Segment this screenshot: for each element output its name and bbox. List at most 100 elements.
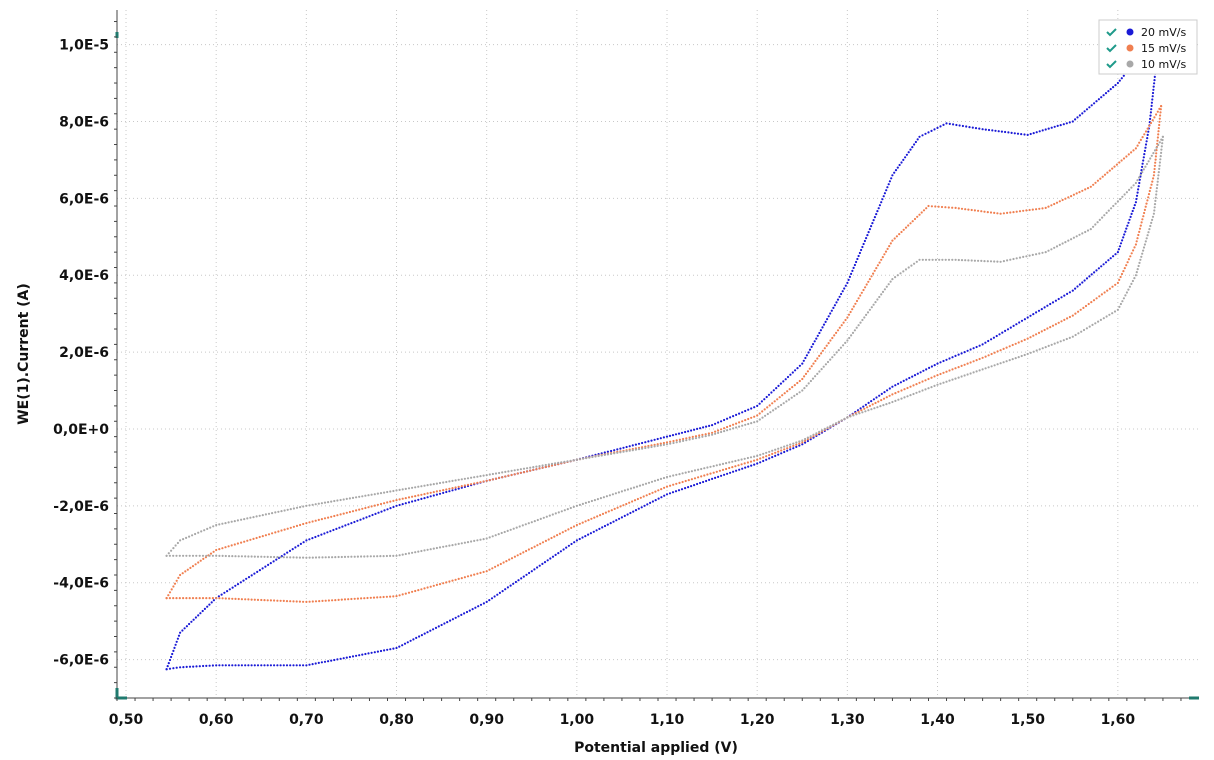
- data-point: [389, 490, 392, 493]
- data-point: [182, 554, 185, 557]
- data-point: [971, 126, 974, 129]
- data-point: [607, 510, 610, 513]
- data-point: [432, 483, 435, 486]
- data-point: [818, 430, 821, 433]
- data-point: [718, 463, 722, 466]
- data-point: [353, 520, 356, 524]
- data-point: [882, 397, 886, 400]
- data-point: [177, 634, 181, 637]
- data-point: [795, 445, 798, 448]
- data-point: [451, 618, 454, 621]
- legend-item[interactable]: 10 mV/s: [1106, 58, 1186, 71]
- data-point: [708, 478, 711, 481]
- data-point: [348, 497, 351, 500]
- data-point: [1159, 114, 1162, 117]
- data-point: [195, 554, 198, 557]
- data-point: [786, 449, 789, 452]
- data-point: [891, 174, 894, 177]
- data-point: [866, 406, 869, 409]
- data-point: [244, 555, 247, 558]
- data-point: [338, 526, 341, 529]
- data-point: [432, 628, 435, 631]
- data-point: [566, 508, 569, 511]
- data-point: [327, 501, 330, 504]
- data-point: [321, 556, 324, 559]
- data-point: [690, 470, 694, 473]
- data-point: [572, 459, 575, 462]
- data-point: [867, 401, 870, 404]
- data-point: [1085, 327, 1088, 330]
- data-point: [168, 658, 172, 662]
- data-point: [960, 259, 964, 262]
- data-point: [987, 128, 991, 132]
- data-point: [983, 210, 986, 213]
- data-point: [521, 524, 524, 527]
- check-icon[interactable]: [1106, 60, 1117, 69]
- data-point: [735, 413, 738, 416]
- data-point: [496, 564, 500, 567]
- data-point: [650, 480, 654, 483]
- data-point: [1142, 246, 1146, 249]
- data-point: [1102, 317, 1105, 320]
- data-point: [1101, 175, 1104, 178]
- data-point: [911, 146, 914, 149]
- data-point: [805, 384, 808, 387]
- data-point: [466, 477, 470, 480]
- data-point: [166, 665, 169, 668]
- data-point: [1004, 329, 1007, 332]
- data-point: [267, 563, 270, 567]
- data-point: [221, 554, 224, 558]
- data-point: [711, 433, 714, 436]
- data-point: [1096, 221, 1099, 224]
- check-icon[interactable]: [1106, 44, 1117, 53]
- data-point: [753, 455, 756, 458]
- data-point: [188, 665, 192, 668]
- data-point: [1151, 218, 1154, 221]
- legend-item[interactable]: 20 mV/s: [1106, 26, 1186, 39]
- data-point: [960, 364, 963, 367]
- data-point: [174, 643, 177, 646]
- data-point: [785, 400, 788, 403]
- data-point: [1124, 294, 1127, 297]
- check-icon[interactable]: [1106, 28, 1117, 37]
- data-point: [1006, 211, 1009, 214]
- data-point: [826, 426, 829, 429]
- data-point: [848, 336, 851, 340]
- data-point: [536, 566, 539, 569]
- y-tick-labels: -6,0E-6-4,0E-6-2,0E-60,0E+02,0E-64,0E-66…: [53, 38, 109, 669]
- data-point: [356, 519, 359, 522]
- data-point: [615, 519, 618, 522]
- data-point: [195, 597, 198, 600]
- data-point: [796, 367, 799, 370]
- data-point: [665, 441, 669, 444]
- data-point: [705, 425, 708, 428]
- data-point: [687, 486, 690, 489]
- data-point: [1141, 165, 1144, 168]
- data-point: [644, 446, 647, 450]
- data-point: [1097, 267, 1100, 270]
- data-point: [1146, 133, 1149, 136]
- legend-item[interactable]: 15 mV/s: [1106, 42, 1186, 55]
- data-point: [292, 664, 295, 667]
- data-point: [969, 348, 972, 351]
- data-point: [1029, 351, 1032, 354]
- data-point: [831, 356, 834, 359]
- data-point: [1014, 342, 1017, 345]
- data-point: [902, 270, 905, 273]
- data-point: [912, 384, 915, 387]
- data-point: [803, 387, 806, 390]
- data-point: [863, 407, 866, 410]
- data-point: [323, 517, 327, 520]
- data-point: [1151, 180, 1154, 183]
- data-point: [382, 555, 385, 558]
- data-point: [927, 131, 930, 134]
- data-point: [675, 441, 678, 444]
- data-point: [1020, 319, 1024, 322]
- data-point: [1156, 180, 1159, 183]
- data-point: [546, 559, 549, 562]
- data-point: [906, 395, 909, 398]
- data-point: [816, 334, 819, 337]
- data-point: [1088, 106, 1091, 109]
- data-point: [479, 538, 482, 541]
